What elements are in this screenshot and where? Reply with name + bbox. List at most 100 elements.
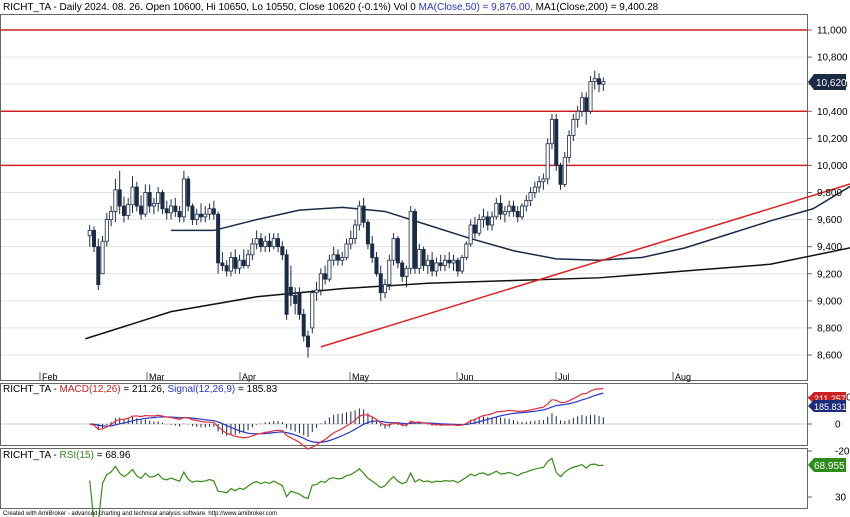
- candle-body: [434, 262, 439, 272]
- candle-body: [404, 267, 409, 277]
- candle-body: [511, 205, 516, 212]
- candle-body: [490, 216, 495, 226]
- candle-body: [494, 202, 499, 218]
- candle-body: [447, 259, 452, 264]
- grid-lines: [1, 29, 807, 356]
- candle-body: [502, 211, 507, 215]
- macd-value-label: 211.257: [814, 394, 846, 404]
- candle-body: [177, 211, 182, 218]
- candle-body: [601, 81, 606, 85]
- candle-body: [391, 238, 396, 261]
- macd-header-signal-value: = 185.83: [235, 384, 277, 395]
- footer-credit: Created with AmiBroker - advanced charti…: [3, 511, 277, 517]
- candle-body: [258, 238, 263, 248]
- rsi-value-badge: 68.955: [808, 458, 846, 472]
- rsi-header-rsi: RSI(15): [60, 450, 94, 461]
- macd-header-macd: MACD(12,26): [60, 384, 121, 395]
- signal-value-label: 185.831: [814, 402, 847, 412]
- rsi-series: [89, 457, 604, 517]
- macd-header-signal: Signal(12,26,9): [167, 384, 235, 395]
- candle-body: [181, 178, 186, 218]
- candle-body: [92, 230, 97, 248]
- candle-body: [400, 262, 405, 277]
- candle-body: [567, 135, 572, 158]
- candle-body: [271, 238, 276, 248]
- price-tick-label: 9,000: [817, 296, 842, 307]
- month-label: May: [352, 372, 370, 382]
- price-tick-label: 10,800: [817, 53, 848, 64]
- price-tick-label: 9,800: [817, 188, 842, 199]
- candle-body: [241, 259, 246, 267]
- candle-body: [562, 156, 567, 185]
- candle-body: [374, 257, 379, 275]
- candle-body: [545, 143, 550, 180]
- candle-body: [147, 192, 152, 207]
- candle-body: [515, 211, 520, 218]
- candle-body: [412, 211, 417, 269]
- macd-tick-label: -200: [835, 447, 850, 458]
- candle-body: [507, 205, 512, 212]
- candle-body: [485, 216, 490, 226]
- candle-body: [430, 259, 435, 272]
- price-tick-label: 9,400: [817, 242, 842, 253]
- candle-body: [237, 259, 242, 269]
- candle-body: [575, 110, 580, 120]
- candle-body: [211, 208, 216, 215]
- candle-body: [301, 313, 306, 337]
- candle-body: [224, 265, 229, 272]
- candle-body: [442, 259, 447, 267]
- candle-body: [104, 219, 109, 242]
- candle-body: [417, 248, 422, 269]
- month-label: Jun: [459, 372, 474, 382]
- candle-body: [151, 202, 156, 207]
- candle-body: [524, 200, 529, 207]
- candle-body: [425, 259, 430, 267]
- macd-header-macd-value: = 211.26,: [121, 384, 168, 395]
- candle-body: [288, 286, 293, 296]
- candle-body: [228, 257, 233, 272]
- candle-body: [190, 205, 195, 220]
- header-ohlc: - Daily 2024. 08. 26. Open 10600, Hi 106…: [51, 2, 419, 13]
- month-label: Aug: [675, 372, 691, 382]
- candle-body: [276, 238, 281, 248]
- candle-body: [357, 205, 362, 226]
- macd-panel-frame: [0, 383, 808, 446]
- header-ma200: MA1(Close,200) = 9,400.28: [533, 2, 659, 13]
- price-tick-label: 9,200: [817, 269, 842, 280]
- macd-series: [1, 388, 807, 450]
- last-price-label: 10,620: [816, 78, 847, 89]
- candle-body: [310, 292, 315, 329]
- month-label: Feb: [42, 372, 58, 382]
- candle-body: [284, 254, 289, 315]
- candle-body: [387, 259, 392, 285]
- macd-tick-label: 0: [835, 420, 841, 431]
- candle-body: [597, 78, 602, 85]
- macd-header-symbol: RICHT_TA: [3, 384, 51, 395]
- macd-signal-line: [89, 392, 604, 443]
- candle-body: [588, 81, 593, 112]
- candle-body: [305, 335, 310, 348]
- candle-body: [280, 246, 285, 256]
- candle-body: [335, 254, 340, 261]
- rsi-panel-frame: [0, 448, 808, 509]
- rsi-header-symbol: RICHT_TA: [3, 450, 51, 461]
- macd-line: [89, 388, 604, 450]
- candle-body: [361, 205, 366, 223]
- price-chart-header: RICHT_TA - Daily 2024. 08. 26. Open 1060…: [3, 2, 659, 13]
- candle-body: [134, 186, 139, 207]
- ma50-line: [171, 185, 850, 261]
- candle-body: [318, 273, 323, 291]
- candle-body: [481, 216, 486, 220]
- candle-body: [549, 118, 554, 145]
- candle-body: [421, 248, 426, 267]
- candle-body: [216, 213, 221, 264]
- price-tick-label: 10,400: [817, 107, 848, 118]
- candle-body: [233, 257, 238, 269]
- rsi-value-label: 68.955: [814, 461, 845, 472]
- candle-body: [250, 243, 255, 256]
- candle-body: [87, 230, 92, 237]
- candle-body: [203, 213, 208, 218]
- candle-body: [293, 295, 298, 304]
- candle-body: [558, 165, 563, 185]
- candle-body: [370, 243, 375, 258]
